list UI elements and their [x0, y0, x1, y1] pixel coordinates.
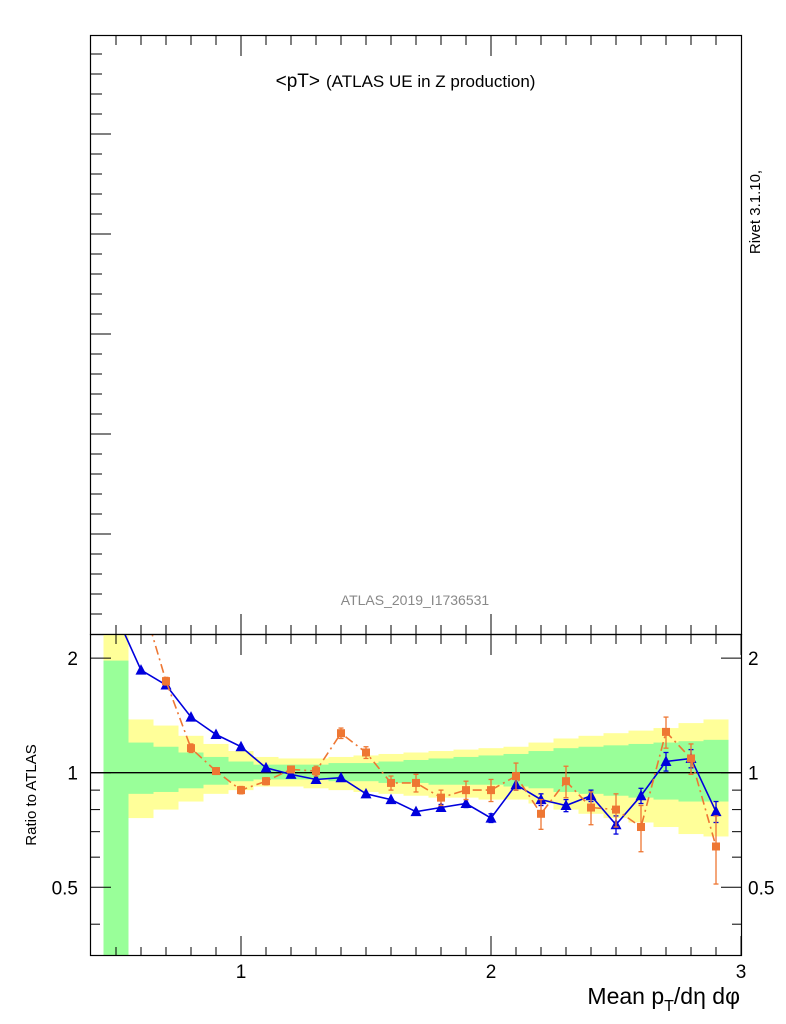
series-layer	[111, 557, 722, 885]
data-point	[337, 729, 345, 738]
data-point	[460, 797, 472, 809]
data-point	[560, 799, 572, 811]
x-axis-label-rest: /dη dφ	[674, 983, 740, 1009]
data-point	[537, 809, 545, 818]
y-tick-label-right: 1	[748, 764, 759, 785]
data-point	[111, 609, 122, 620]
data-point	[112, 557, 120, 565]
data-point	[235, 740, 247, 752]
band-green-bin	[578, 746, 604, 794]
y-tick-label-left: 1	[67, 764, 78, 785]
data-point	[485, 812, 497, 823]
band-green-bin	[228, 761, 254, 782]
data-point	[187, 744, 195, 753]
rivet-version-label: Rivet 3.1.10,	[747, 170, 764, 254]
data-point	[637, 823, 645, 832]
data-point	[687, 754, 695, 763]
data-point	[587, 803, 595, 812]
data-point	[437, 793, 445, 802]
x-axis-label: Mean pT/dη dφ	[587, 983, 740, 1015]
y-tick-label-right: 0.5	[748, 878, 774, 899]
main-panel-ticks	[91, 36, 717, 634]
data-point	[210, 728, 222, 739]
series-2	[112, 557, 720, 885]
data-point	[237, 786, 245, 795]
band-green-bin	[128, 742, 154, 794]
x-tick-label: 2	[486, 962, 497, 983]
data-point	[362, 748, 370, 757]
data-point	[435, 801, 447, 813]
data-point	[212, 767, 220, 776]
band-green-bin	[153, 746, 179, 792]
data-point	[660, 755, 672, 767]
data-point	[612, 805, 620, 814]
main-panel: <pT> (ATLAS UE in Z production) ATLAS_20…	[89, 34, 764, 636]
data-point	[310, 773, 322, 784]
x-tick-label: 1	[236, 962, 247, 983]
data-point	[710, 805, 722, 817]
ratio-panel: 1 2 3 0.5 0.5 1 1 2 2 Ratio to ATLAS Mean pT/dη …	[23, 557, 775, 1015]
data-point	[162, 677, 170, 686]
y-tick-label-left: 2	[67, 649, 78, 670]
data-point	[410, 805, 422, 817]
data-point	[385, 793, 397, 805]
data-point	[512, 772, 520, 781]
data-point	[712, 842, 720, 851]
data-point	[312, 767, 320, 776]
data-point	[260, 761, 272, 773]
band-green-bin	[528, 751, 554, 789]
x-axis-label-base: Mean p	[587, 983, 664, 1009]
band-green-bin	[178, 752, 204, 789]
data-point	[262, 777, 270, 786]
y-tick-label-left: 0.5	[52, 878, 78, 899]
data-point	[360, 787, 372, 799]
data-point	[462, 786, 470, 795]
plot-title-sub: (ATLAS UE in Z production)	[326, 72, 535, 91]
data-point	[185, 711, 197, 722]
band-green-bin	[103, 660, 129, 956]
data-point	[285, 768, 297, 779]
y-axis-label: Ratio to ATLAS	[23, 744, 40, 845]
data-point	[562, 777, 570, 786]
x-axis-label-subscript: T	[664, 998, 674, 1015]
y-tick-label-right: 2	[748, 649, 759, 670]
data-point	[137, 593, 145, 601]
data-point	[335, 771, 347, 783]
data-point	[662, 727, 670, 736]
band-green-bin	[453, 756, 479, 785]
data-point	[635, 789, 647, 801]
data-point	[487, 786, 495, 795]
data-point	[287, 765, 295, 774]
analysis-label: ATLAS_2019_I1736531	[341, 592, 490, 608]
data-point	[135, 664, 147, 675]
data-point	[535, 793, 547, 805]
band-green-bin	[428, 758, 454, 785]
band-green-bin	[603, 745, 629, 796]
tick-labels: 1 2 3 0.5 0.5 1 1 2 2	[52, 649, 775, 983]
band-green-bin	[703, 739, 729, 802]
main-panel-frame	[89, 34, 743, 636]
plot-title-main: <pT>	[276, 71, 320, 92]
data-point	[412, 778, 420, 787]
x-tick-label: 3	[736, 962, 747, 983]
band-green-bin	[403, 759, 429, 783]
ratio-panel-ticks	[91, 635, 742, 956]
data-point	[387, 778, 395, 787]
